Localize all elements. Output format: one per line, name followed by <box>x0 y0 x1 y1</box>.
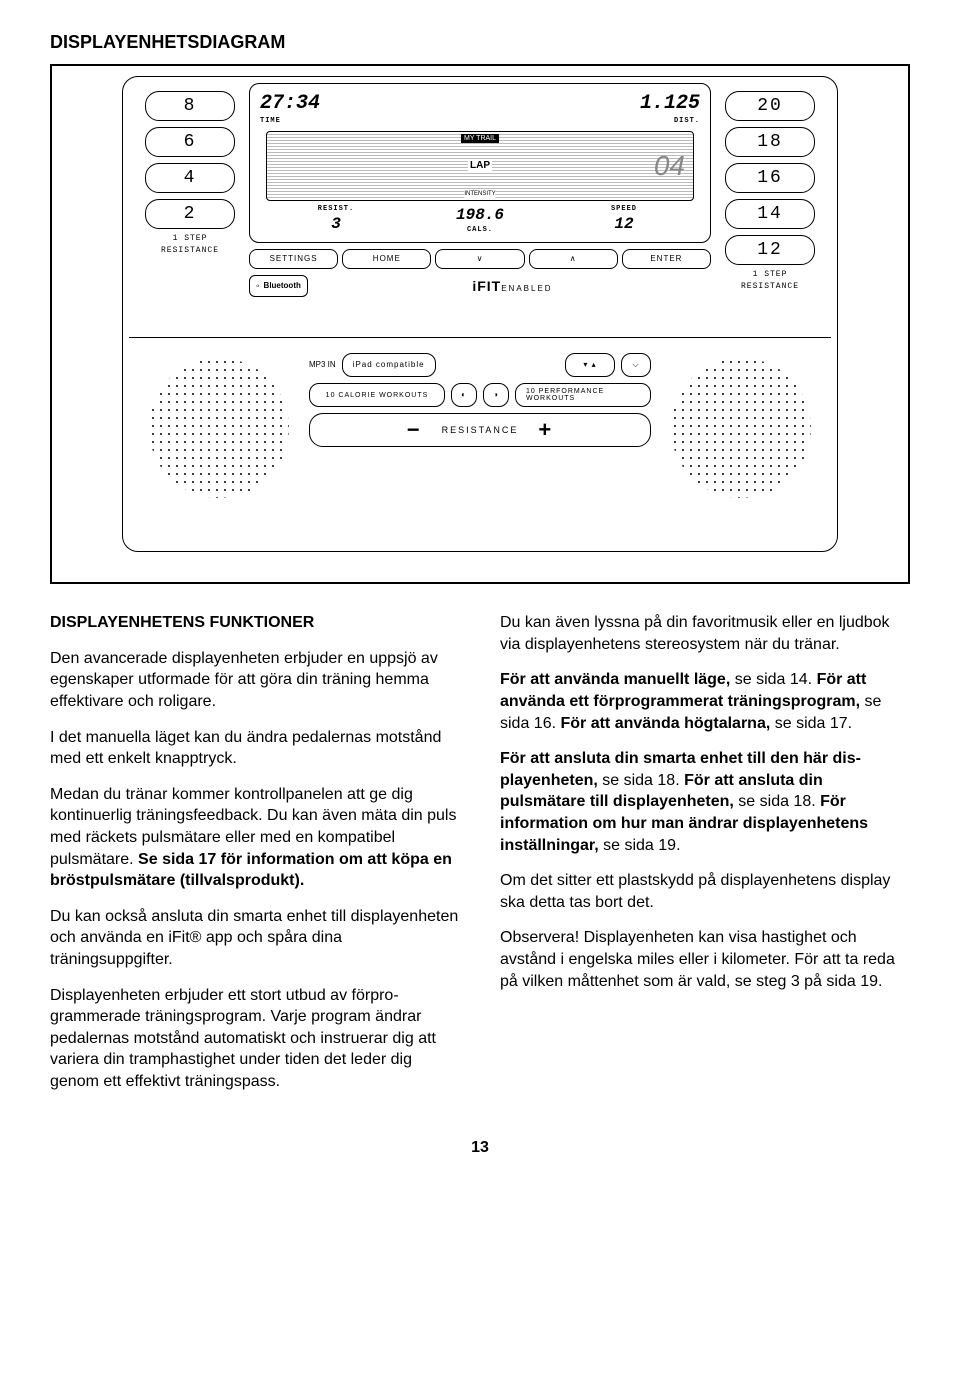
para-r1: Du kan även lyssna på din favoritmusik e… <box>500 612 910 655</box>
para-r5: Observera! Displayenheten kan visa hasti… <box>500 927 910 992</box>
para-l5: Displayenheten erbjuder ett stort utbud … <box>50 985 460 1093</box>
volume-button[interactable]: ▾ ▴ <box>565 353 615 377</box>
workout-icon-1: ◐ <box>451 383 477 407</box>
para-l4: Du kan också ansluta din smarta enhet ti… <box>50 906 460 971</box>
para-l1: Den avancerade displayenheten erbjuder e… <box>50 648 460 713</box>
lcd-resist-lbl: RESIST. <box>318 205 354 214</box>
wifi-icon: ⌵ <box>621 353 651 377</box>
resist-btn-8[interactable]: 8 <box>145 91 235 121</box>
right-resistance-column: 20 18 16 14 12 1 STEP RESISTANCE <box>725 91 815 291</box>
console-outline: 8 6 4 2 1 STEP RESISTANCE 20 18 16 14 12… <box>122 76 838 552</box>
ifit-logo: iFIT <box>472 278 501 294</box>
resistance-control: − RESISTANCE + <box>309 413 651 447</box>
lcd-screen: 27:34 TIME 1.125 DIST. MY TRAIL LAP 04 INT… <box>249 83 711 243</box>
bluetooth-row: ◦ Bluetooth iFITENABLED <box>249 275 711 297</box>
nav-button-row: SETTINGS HOME ∨ ∧ ENTER <box>249 249 711 269</box>
lcd-time-lbl: TIME <box>260 117 320 126</box>
resist-btn-4[interactable]: 4 <box>145 163 235 193</box>
ifit-enabled: ENABLED <box>501 284 552 293</box>
display-diagram: 8 6 4 2 1 STEP RESISTANCE 20 18 16 14 12… <box>50 64 910 584</box>
lcd-cals: 198.6 <box>456 205 504 227</box>
functions-heading: DISPLAYENHETENS FUNKTIONER <box>50 612 460 634</box>
resist-btn-16[interactable]: 16 <box>725 163 815 193</box>
speaker-right <box>671 358 811 498</box>
para-r3: För att ansluta din smarta enhet till de… <box>500 748 910 856</box>
enter-button[interactable]: ENTER <box>622 249 711 269</box>
lcd-matrix: MY TRAIL LAP 04 INTENSITY <box>266 131 694 201</box>
page-number: 13 <box>50 1137 910 1159</box>
panel-lower: MP3 IN iPad compatible ▾ ▴ ⌵ 10 CALORIE … <box>129 337 831 543</box>
lcd-cals-lbl: CALS. <box>467 226 493 235</box>
resistance-label: RESISTANCE <box>442 424 519 436</box>
panel-upper: 8 6 4 2 1 STEP RESISTANCE 20 18 16 14 12… <box>129 83 831 313</box>
bluetooth-label: Bluetooth <box>264 281 301 292</box>
para-l2: I det manuella läget kan du ändra pedale… <box>50 727 460 770</box>
text-columns: DISPLAYENHETENS FUNKTIONER Den avancerad… <box>50 612 910 1106</box>
mp3-in-label: MP3 IN <box>309 360 336 371</box>
performance-workouts-button[interactable]: 10 PERFORMANCE WORKOUTS <box>515 383 651 407</box>
lcd-speed: 12 <box>614 214 633 236</box>
bluetooth-badge: ◦ Bluetooth <box>249 275 308 297</box>
right-step-label-1: 1 STEP <box>725 271 815 279</box>
left-text-column: DISPLAYENHETENS FUNKTIONER Den avancerad… <box>50 612 460 1106</box>
lcd-dist-lbl: DIST. <box>640 117 700 126</box>
up-button[interactable]: ∧ <box>529 249 618 269</box>
workout-icon-2: ◑ <box>483 383 509 407</box>
resist-btn-14[interactable]: 14 <box>725 199 815 229</box>
lcd-intensity-lbl: INTENSITY <box>464 190 495 198</box>
right-step-label-2: RESISTANCE <box>725 283 815 291</box>
down-button[interactable]: ∨ <box>435 249 524 269</box>
lcd-lap: LAP <box>468 159 492 173</box>
lcd-mytrail: MY TRAIL <box>461 134 499 143</box>
speaker-left <box>149 358 289 498</box>
para-l3: Medan du tränar kommer kontrollpanelen a… <box>50 784 460 892</box>
lcd-bignum: 04 <box>654 147 685 185</box>
settings-button[interactable]: SETTINGS <box>249 249 338 269</box>
lcd-resist: 3 <box>331 214 341 236</box>
left-step-label-2: RESISTANCE <box>145 247 235 255</box>
ifit-badge: iFITENABLED <box>314 277 711 296</box>
resist-btn-6[interactable]: 6 <box>145 127 235 157</box>
lcd-time: 27:34 <box>260 92 320 115</box>
para-r4: Om det sitter ett plastskydd på displaye… <box>500 870 910 913</box>
resist-btn-2[interactable]: 2 <box>145 199 235 229</box>
home-button[interactable]: HOME <box>342 249 431 269</box>
resist-btn-18[interactable]: 18 <box>725 127 815 157</box>
para-r2: För att använda manuellt läge, se sida 1… <box>500 669 910 734</box>
resist-btn-20[interactable]: 20 <box>725 91 815 121</box>
left-resistance-column: 8 6 4 2 1 STEP RESISTANCE <box>145 91 235 255</box>
calorie-workouts-button[interactable]: 10 CALORIE WORKOUTS <box>309 383 445 407</box>
lcd-dist: 1.125 <box>640 92 700 115</box>
section-title: DISPLAYENHETSDIAGRAM <box>50 30 910 54</box>
right-text-column: Du kan även lyssna på din favoritmusik e… <box>500 612 910 1106</box>
lcd-speed-lbl: SPEED <box>611 205 637 214</box>
ipad-badge: iPad compatible <box>342 353 436 377</box>
resist-btn-12[interactable]: 12 <box>725 235 815 265</box>
left-step-label-1: 1 STEP <box>145 235 235 243</box>
center-controls: MP3 IN iPad compatible ▾ ▴ ⌵ 10 CALORIE … <box>309 353 651 447</box>
